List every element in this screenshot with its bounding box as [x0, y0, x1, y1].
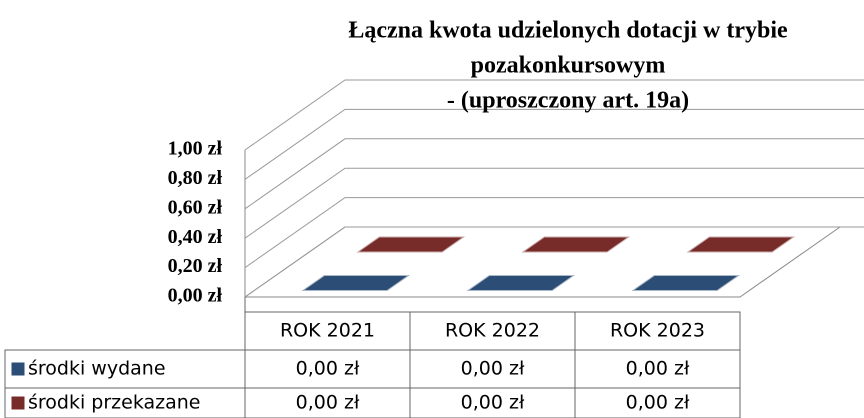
grid-line: [244, 138, 864, 210]
bar: [356, 236, 466, 253]
y-tick-label: 0,40 zł: [168, 226, 223, 248]
chart-title: Łączna kwota udzielonych dotacji w trybi…: [348, 18, 788, 44]
bar: [631, 275, 741, 291]
chart-title: - (uproszczony art. 19a): [447, 88, 689, 114]
legend-marker: [10, 395, 26, 411]
grid-line: [244, 108, 864, 180]
table-value: 0,00 zł: [296, 358, 360, 380]
legend-label: środki przekazane: [28, 392, 201, 414]
y-tick-label: 0,60 zł: [168, 196, 223, 218]
chart-title: pozakonkursowym: [471, 53, 666, 79]
table-value: 0,00 zł: [626, 392, 690, 414]
grid-line: [244, 79, 864, 151]
x-tick-label: ROK 2022: [445, 320, 540, 342]
y-tick-label: 0,00 zł: [168, 285, 223, 307]
bar: [301, 275, 411, 291]
legend-marker: [10, 361, 26, 377]
legend-label: środki wydane: [28, 358, 166, 380]
table-value: 0,00 zł: [626, 358, 690, 380]
x-tick-label: ROK 2021: [280, 320, 375, 342]
x-tick-label: ROK 2023: [610, 320, 705, 342]
grid-line: [244, 226, 864, 298]
table-value: 0,00 zł: [296, 392, 360, 414]
table-border: [4, 311, 741, 418]
y-tick-label: 0,80 zł: [168, 167, 223, 189]
y-tick-label: 0,20 zł: [168, 255, 223, 277]
grid-line: [244, 167, 864, 239]
y-tick-label: 1,00 zł: [168, 138, 223, 160]
bar: [686, 236, 796, 253]
table-value: 0,00 zł: [461, 358, 525, 380]
table-value: 0,00 zł: [461, 392, 525, 414]
grid-line: [244, 197, 864, 269]
bar: [521, 236, 631, 253]
bar: [466, 275, 576, 291]
axis-line: [244, 150, 841, 298]
